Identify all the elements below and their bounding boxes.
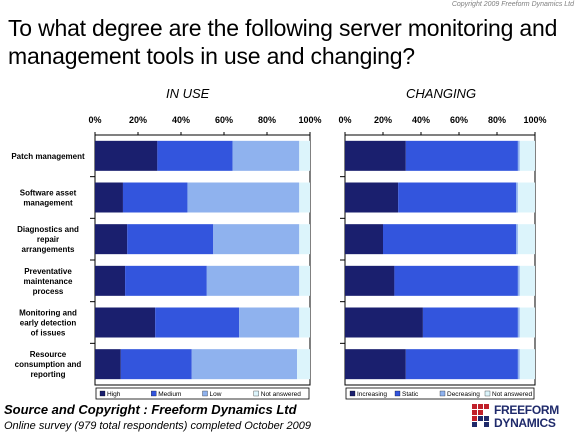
bar-segment: [213, 224, 300, 255]
bar-segment: [519, 349, 535, 380]
x-tick-label: 20%: [374, 115, 392, 125]
bar-segment: [95, 140, 158, 171]
bar-segment: [95, 307, 156, 338]
bar-segment: [517, 224, 535, 255]
legend-label: Not answered: [492, 391, 532, 398]
legend-label: High: [107, 391, 121, 398]
x-tick-label: 60%: [215, 115, 233, 125]
bar-segment: [122, 182, 188, 213]
legend-swatch: [349, 390, 356, 397]
copyright-notice: Copyright 2009 Freeform Dynamics Ltd: [451, 1, 574, 8]
bar-segment: [187, 182, 300, 213]
bar-segment: [157, 140, 233, 171]
bar-segment: [95, 349, 121, 380]
bar-segment: [95, 265, 126, 296]
legend-label: Increasing: [357, 391, 387, 398]
bar-segment: [345, 265, 395, 296]
legend-swatch: [202, 390, 208, 397]
logo-line2: DYNAMICS: [494, 416, 556, 430]
bar-segment: [95, 224, 128, 255]
bar-segment: [125, 265, 207, 296]
survey-text: Online survey (979 total respondents) co…: [4, 420, 311, 432]
category-label: Monitoring and early detection of issues: [19, 309, 77, 338]
bar-segment: [516, 182, 518, 213]
bar-segment: [517, 140, 520, 171]
bar-segment: [232, 140, 300, 171]
panel-title-changing: CHANGING: [406, 86, 477, 101]
x-tick-label: 40%: [412, 115, 430, 125]
bar-segment: [345, 307, 423, 338]
bar-segment: [206, 265, 300, 296]
legend-label: Low: [210, 391, 222, 398]
bar-segment: [517, 182, 535, 213]
bar-segment: [299, 224, 310, 255]
x-tick-label: 60%: [450, 115, 468, 125]
plot-frame: [344, 134, 536, 386]
bar-segment: [345, 349, 406, 380]
bar-segment: [239, 307, 300, 338]
bar-segment: [405, 349, 518, 380]
category-label: Software asset management: [20, 189, 77, 208]
bar-segment: [191, 349, 298, 380]
page-title: To what degree are the following server …: [8, 15, 558, 69]
bar-segment: [517, 349, 520, 380]
legend-swatch: [151, 390, 157, 397]
bar-segment: [345, 224, 383, 255]
legend-swatch: [484, 390, 491, 397]
legend-swatch: [439, 390, 446, 397]
category-label: Preventative maintenance process: [24, 267, 73, 296]
source-text: Source and Copyright : Freeform Dynamics…: [4, 402, 297, 417]
chart-panel-1: 0% 20% 40% 60% 80% 100% Increasing Static Decrea…: [338, 115, 547, 400]
bar-segment: [383, 224, 516, 255]
x-tick-label: 80%: [488, 115, 506, 125]
bar-segment: [299, 182, 310, 213]
bar-segment: [299, 307, 310, 338]
legend-label: Medium: [158, 391, 181, 398]
x-tick-label: 40%: [172, 115, 190, 125]
x-tick-label: 100%: [523, 115, 546, 125]
logo-text: FREEFORM DYNAMICS: [494, 404, 559, 430]
bar-segment: [299, 140, 310, 171]
bar-segment: [517, 307, 520, 338]
bar-segment: [297, 349, 310, 380]
chart-panel-0: 0% 20% 40% 60% 80% 100% Patch management Softwa…: [11, 115, 322, 400]
category-label: Resource consumption and reporting: [15, 350, 82, 379]
legend-swatch: [99, 390, 106, 397]
legend-label: Decreasing: [447, 391, 480, 398]
bar-segment: [422, 307, 518, 338]
bar-segment: [519, 307, 535, 338]
plot-frame: [94, 134, 311, 386]
bar-segment: [155, 307, 240, 338]
bar-segment: [345, 140, 406, 171]
x-tick-label: 0%: [88, 115, 101, 125]
bar-segment: [398, 182, 516, 213]
bar-segment: [120, 349, 192, 380]
legend-swatch: [394, 390, 401, 397]
x-tick-label: 80%: [258, 115, 276, 125]
legend-swatch: [253, 390, 259, 397]
bar-segment: [519, 140, 535, 171]
freeform-dynamics-logo: FREEFORM DYNAMICS: [470, 402, 576, 432]
x-tick-label: 20%: [129, 115, 147, 125]
bar-segment: [95, 182, 123, 213]
logo-line1: FREEFORM: [494, 403, 559, 417]
bar-segment: [405, 140, 518, 171]
category-label: Diagnostics and repair arrangements: [17, 225, 79, 254]
legend-label: Static: [402, 391, 419, 398]
bar-segment: [299, 265, 310, 296]
legend-label: Not answered: [261, 391, 301, 398]
x-tick-label: 100%: [298, 115, 321, 125]
x-tick-label: 0%: [338, 115, 351, 125]
bar-segment: [394, 265, 518, 296]
category-label: Patch management: [11, 152, 85, 161]
bar-segment: [519, 265, 535, 296]
panel-title-in-use: IN USE: [166, 86, 210, 101]
bar-segment: [516, 224, 518, 255]
bar-segment: [127, 224, 214, 255]
bar-segment: [517, 265, 520, 296]
bar-segment: [345, 182, 399, 213]
logo-mark-icon: [472, 404, 489, 427]
